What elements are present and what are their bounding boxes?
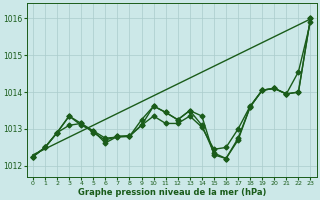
X-axis label: Graphe pression niveau de la mer (hPa): Graphe pression niveau de la mer (hPa) — [77, 188, 266, 197]
